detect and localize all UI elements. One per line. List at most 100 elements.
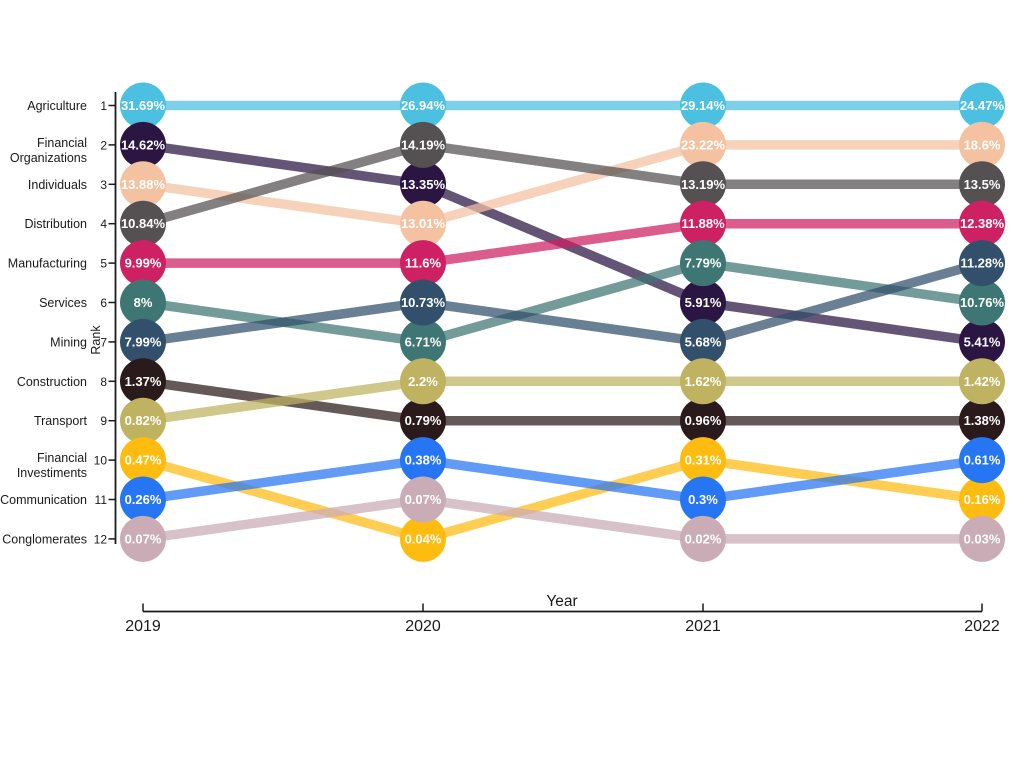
data-node-value-label: 0.47% bbox=[125, 453, 162, 468]
data-node-individuals-2022 bbox=[959, 121, 1005, 168]
data-node-value-label: 5.91% bbox=[685, 295, 722, 310]
series-line-individuals bbox=[142, 140, 982, 229]
rank-tick-label: 10 bbox=[94, 454, 108, 468]
data-node-construction-2019 bbox=[120, 358, 166, 405]
data-node-value-label: 5.41% bbox=[964, 334, 1001, 349]
series-line-mining bbox=[142, 258, 984, 347]
rank-tick-label: 4 bbox=[100, 217, 107, 231]
data-node-value-label: 18.6% bbox=[964, 137, 1001, 152]
series-line-manufacturing bbox=[143, 218, 982, 268]
category-label: Agriculture bbox=[27, 99, 87, 113]
category-label: Manufacturing bbox=[8, 257, 87, 271]
series-line-transport bbox=[142, 376, 982, 426]
data-node-mining-2022 bbox=[959, 240, 1005, 287]
rank-tick-label: 11 bbox=[95, 493, 108, 507]
data-node-value-label: 6.71% bbox=[405, 334, 442, 349]
data-node-agriculture-2021 bbox=[680, 82, 726, 129]
category-label: Individuals bbox=[28, 178, 87, 192]
data-node-value-label: 13.01% bbox=[401, 216, 446, 231]
data-node-manufacturing-2022 bbox=[959, 200, 1005, 247]
category-label: Financial bbox=[37, 451, 87, 465]
data-node-value-label: 1.38% bbox=[964, 413, 1001, 428]
data-node-financial-investiments-2019 bbox=[120, 437, 166, 484]
rank-tick-label: 6 bbox=[100, 296, 107, 310]
rank-tick-label: 9 bbox=[100, 414, 107, 428]
data-node-value-label: 1.62% bbox=[685, 374, 722, 389]
data-node-value-label: 0.38% bbox=[405, 453, 442, 468]
data-node-agriculture-2019 bbox=[120, 82, 166, 129]
data-node-agriculture-2020 bbox=[400, 82, 446, 129]
data-node-conglomerates-2022 bbox=[959, 515, 1005, 562]
series-line-distribution bbox=[141, 140, 982, 229]
data-node-value-label: 0.07% bbox=[405, 492, 442, 507]
data-node-value-label: 11.6% bbox=[405, 256, 442, 271]
data-node-value-label: 23.22% bbox=[681, 137, 726, 152]
series-line-communication bbox=[142, 455, 983, 505]
rank-tick-label: 7 bbox=[100, 335, 107, 349]
rank-tick-label: 1 bbox=[100, 99, 107, 113]
data-node-individuals-2020 bbox=[400, 200, 446, 247]
data-node-value-label: 13.19% bbox=[681, 177, 726, 192]
rank-tick-label: 2 bbox=[100, 138, 107, 152]
data-node-value-label: 29.14% bbox=[681, 98, 726, 113]
rank-tick-label: 8 bbox=[100, 375, 107, 389]
rank-tick-label: 5 bbox=[100, 257, 107, 271]
data-node-communication-2019 bbox=[120, 476, 166, 523]
data-node-mining-2021 bbox=[680, 318, 726, 365]
data-node-manufacturing-2020 bbox=[400, 240, 446, 287]
category-label: Mining bbox=[50, 335, 87, 349]
year-tick-label: 2020 bbox=[405, 618, 441, 635]
data-node-communication-2020 bbox=[400, 437, 446, 484]
rank-tick-label: 12 bbox=[94, 532, 108, 546]
year-tick-label: 2019 bbox=[125, 618, 161, 635]
data-node-mining-2020 bbox=[400, 279, 446, 326]
category-label: Services bbox=[39, 296, 87, 310]
rank-tick-label: 3 bbox=[100, 178, 107, 192]
data-node-conglomerates-2021 bbox=[680, 515, 726, 562]
data-node-value-label: 0.31% bbox=[685, 453, 722, 468]
data-node-services-2019 bbox=[120, 279, 166, 326]
data-node-mining-2019 bbox=[120, 318, 166, 365]
data-node-services-2022 bbox=[959, 279, 1005, 326]
year-tick-label: 2022 bbox=[964, 618, 1000, 635]
data-node-value-label: 9.99% bbox=[125, 256, 162, 271]
data-node-value-label: 13.88% bbox=[121, 177, 166, 192]
data-node-construction-2020 bbox=[400, 397, 446, 444]
data-node-manufacturing-2019 bbox=[120, 240, 166, 287]
data-node-value-label: 26.94% bbox=[401, 98, 446, 113]
data-node-value-label: 10.76% bbox=[960, 295, 1005, 310]
data-node-value-label: 0.07% bbox=[125, 531, 162, 546]
category-label: Transport bbox=[34, 414, 88, 428]
data-node-value-label: 0.04% bbox=[405, 531, 442, 546]
data-node-financial-investiments-2020 bbox=[400, 515, 446, 562]
data-node-transport-2021 bbox=[680, 358, 726, 405]
data-node-manufacturing-2021 bbox=[680, 200, 726, 247]
data-node-conglomerates-2020 bbox=[400, 476, 446, 523]
data-node-value-label: 2.2% bbox=[408, 374, 438, 389]
data-node-value-label: 11.28% bbox=[960, 256, 1004, 271]
data-node-financial-organizations-2021 bbox=[680, 279, 726, 326]
data-node-value-label: 0.61% bbox=[964, 453, 1001, 468]
data-node-value-label: 1.42% bbox=[964, 374, 1001, 389]
data-node-value-label: 0.02% bbox=[685, 531, 722, 546]
data-node-value-label: 7.79% bbox=[685, 256, 722, 271]
data-node-value-label: 7.99% bbox=[125, 334, 162, 349]
category-label: Organizations bbox=[10, 151, 87, 165]
data-node-value-label: 5.68% bbox=[685, 334, 722, 349]
data-node-distribution-2022 bbox=[959, 161, 1005, 208]
category-label: Construction bbox=[17, 375, 87, 389]
year-tick-label: 2021 bbox=[685, 618, 721, 635]
category-label: Communication bbox=[0, 493, 87, 507]
data-node-value-label: 11.88% bbox=[681, 216, 725, 231]
category-label: Conglomerates bbox=[2, 532, 87, 546]
data-node-distribution-2021 bbox=[680, 161, 726, 208]
data-node-services-2021 bbox=[680, 240, 726, 287]
data-node-financial-investiments-2022 bbox=[959, 476, 1005, 523]
data-node-agriculture-2022 bbox=[959, 82, 1005, 129]
data-node-value-label: 10.73% bbox=[401, 295, 446, 310]
data-node-distribution-2020 bbox=[400, 121, 446, 168]
series-line-conglomerates bbox=[142, 494, 982, 544]
data-node-financial-investiments-2021 bbox=[680, 437, 726, 484]
category-label: Distribution bbox=[24, 217, 87, 231]
